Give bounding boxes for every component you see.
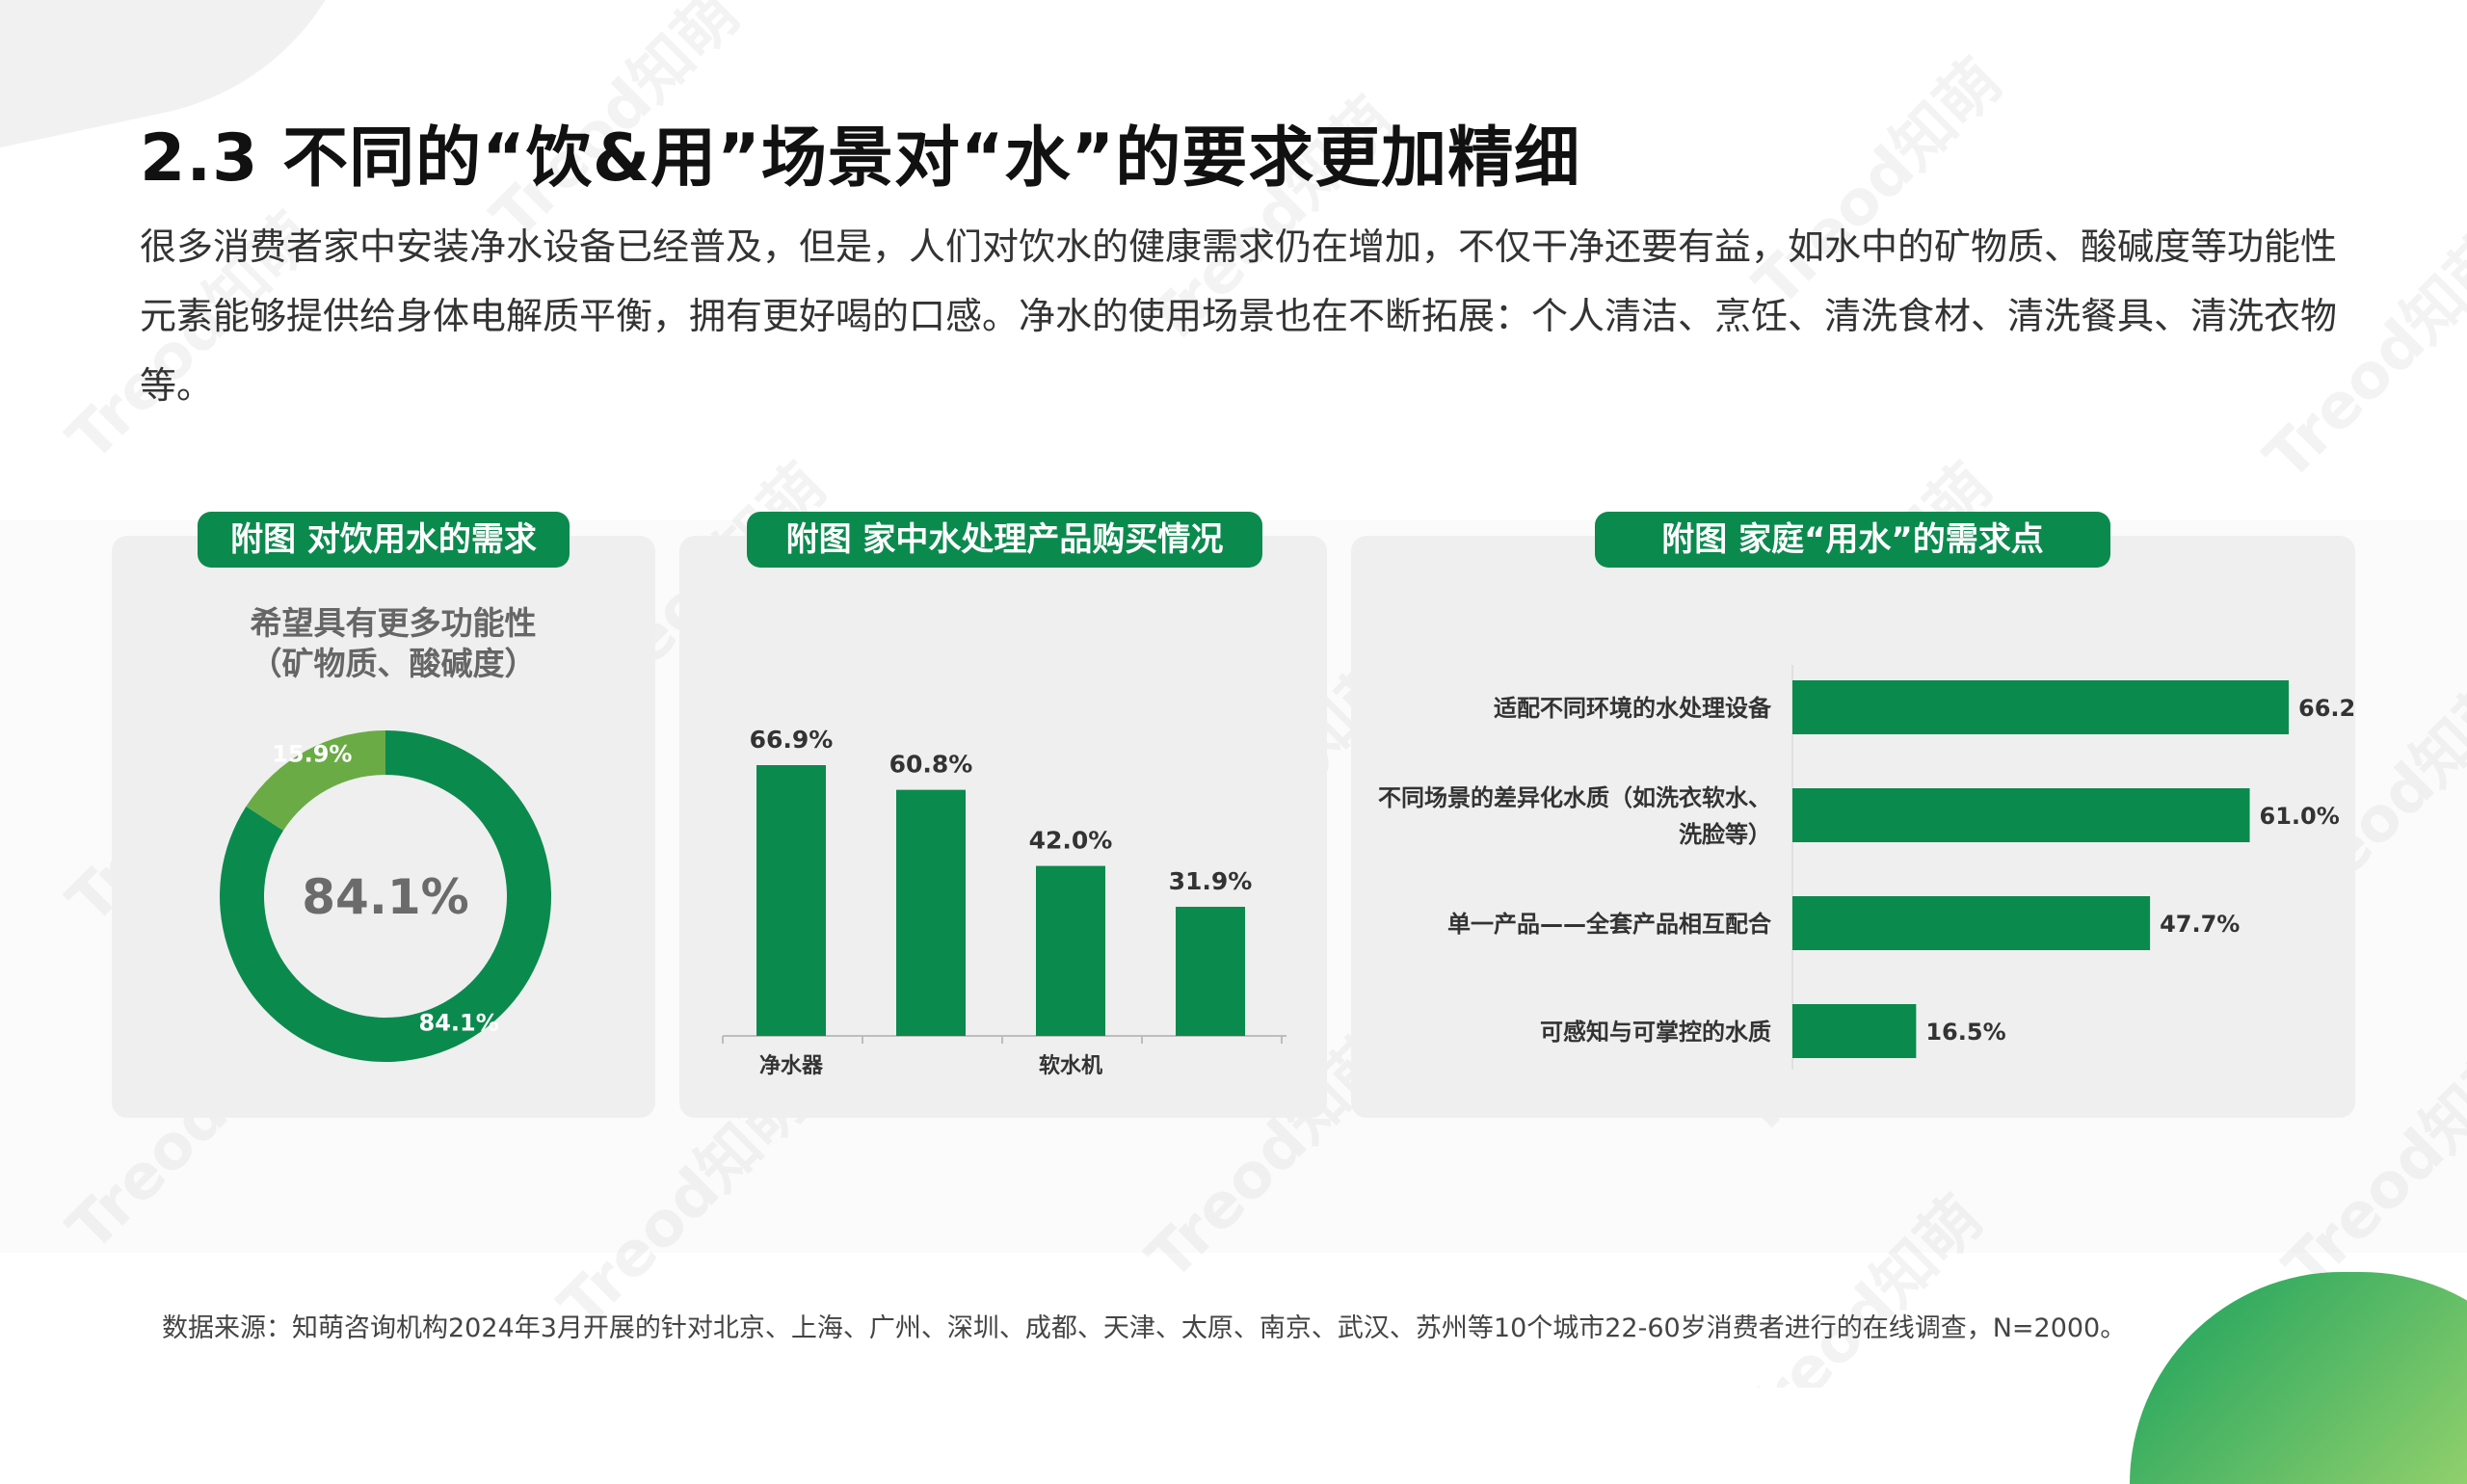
- bar-category-label: 软水机: [1039, 1053, 1102, 1078]
- bar-category-label: 净水器: [759, 1053, 824, 1078]
- panel-badge-left: 附图 对饮用水的需求: [198, 512, 570, 568]
- donut-title: 希望具有更多功能性: [250, 604, 537, 642]
- corner-decoration: [2130, 1272, 2467, 1484]
- bar-value-label: 66.9%: [750, 726, 834, 754]
- page-title: 2.3 不同的“饮&用”场景对“水”的要求更加精细: [140, 120, 1581, 197]
- panel-badge-middle: 附图 家中水处理产品购买情况: [747, 512, 1262, 568]
- water-needs-hbar-chart: 66.2% 适配不同环境的水处理设备 61.0% 不同场景的差异化水质（如洗衣软水、洗…: [1378, 665, 2355, 1070]
- donut-center-label: 84.1%: [302, 869, 468, 925]
- bar: [756, 765, 826, 1036]
- hbar-value-label: 16.5%: [1925, 1019, 2005, 1046]
- bar: [896, 789, 966, 1036]
- hbar: [1792, 680, 2289, 734]
- intro-paragraph: 很多消费者家中安装净水设备已经普及，但是，人们对饮水的健康需求仍在增加，不仅干净…: [140, 225, 2338, 407]
- hbar-category-label: 不同场景的差异化水质（如洗衣软水、: [1378, 784, 1771, 811]
- donut-chart: 84.1% 15.9% 84.1%: [219, 730, 551, 1062]
- bar-value-label: 31.9%: [1169, 867, 1253, 895]
- hbar-value-label: 66.2%: [2298, 695, 2355, 722]
- bar: [1036, 865, 1105, 1036]
- hbar-category-label: 洗脸等）: [1679, 821, 1771, 848]
- bar-value-label: 60.8%: [889, 751, 973, 779]
- donut-slice: [246, 730, 385, 831]
- donut-caption: 希望具有更多功能性 （矿物质、酸碱度）: [114, 603, 673, 684]
- hbar-category-label: 可感知与可掌控的水质: [1540, 1019, 1771, 1046]
- hbar-value-label: 47.7%: [2160, 911, 2240, 938]
- donut-slice-label: 84.1%: [419, 1010, 499, 1037]
- purchase-bar-chart: 66.9% 净水器 60.8% 42.0% 软水机 31.9%: [722, 726, 1287, 1078]
- donut-slice-label: 15.9%: [272, 740, 352, 767]
- hbar-category-label: 单一产品——全套产品相互配合: [1447, 911, 1772, 938]
- hbar: [1792, 1004, 1917, 1058]
- panel-badge-right: 附图 家庭“用水”的需求点: [1595, 512, 2110, 568]
- hbar-category-label: 适配不同环境的水处理设备: [1494, 695, 1772, 722]
- bar: [1176, 907, 1245, 1036]
- donut-subtitle: （矿物质、酸碱度）: [250, 645, 537, 682]
- data-source-footer: 数据来源：知萌咨询机构2024年3月开展的针对北京、上海、广州、深圳、成都、天津…: [162, 1313, 2127, 1343]
- hbar-value-label: 61.0%: [2260, 803, 2340, 830]
- hbar: [1792, 896, 2151, 950]
- bar-value-label: 42.0%: [1029, 827, 1113, 855]
- hbar: [1792, 788, 2250, 842]
